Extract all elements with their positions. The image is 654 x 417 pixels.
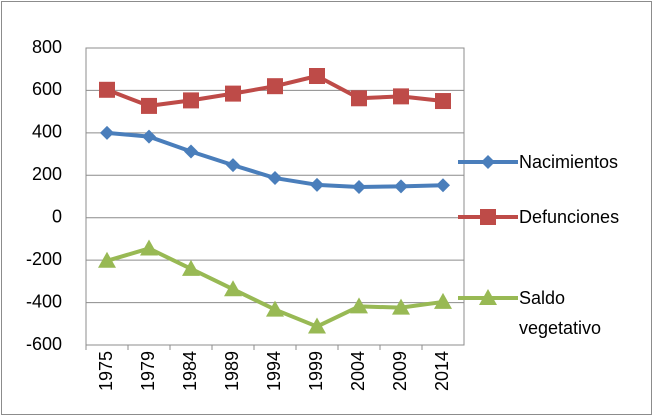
- x-tick-label: 1989: [222, 351, 242, 391]
- marker: [183, 92, 199, 109]
- marker: [268, 171, 282, 186]
- y-tick-label: 800: [32, 37, 62, 57]
- marker: [351, 90, 367, 107]
- y-tick-label: -600: [26, 334, 62, 354]
- y-tick-label: 600: [32, 79, 62, 99]
- marker: [267, 78, 283, 95]
- marker: [98, 251, 116, 268]
- marker: [393, 88, 409, 105]
- marker: [142, 129, 156, 144]
- y-tick-label: -400: [26, 291, 62, 311]
- x-tick-label: 2009: [390, 351, 410, 391]
- marker: [481, 155, 495, 169]
- x-tick-label: 1984: [180, 351, 200, 391]
- marker: [436, 178, 450, 193]
- marker: [141, 97, 157, 114]
- marker: [184, 144, 198, 159]
- y-tick-label: -200: [26, 249, 62, 269]
- marker: [394, 179, 408, 194]
- y-tick-label: 400: [32, 122, 62, 142]
- marker: [182, 259, 200, 276]
- legend-label: Nacimientos: [519, 152, 619, 172]
- marker: [309, 68, 325, 85]
- marker: [308, 317, 326, 334]
- legend-label: Defunciones: [519, 207, 620, 227]
- x-tick-label: 1994: [264, 351, 284, 391]
- marker: [225, 85, 241, 102]
- marker: [480, 209, 496, 225]
- marker: [226, 158, 240, 173]
- marker: [224, 280, 242, 297]
- x-tick-label: 2004: [348, 351, 368, 391]
- marker: [352, 179, 366, 194]
- marker: [99, 81, 115, 98]
- x-tick-label: 1999: [306, 351, 326, 391]
- legend-label: Saldo vegetativo: [519, 288, 602, 338]
- marker: [434, 292, 452, 309]
- y-tick-label: 200: [32, 164, 62, 184]
- marker: [435, 93, 451, 110]
- marker: [140, 239, 158, 256]
- marker: [479, 289, 497, 305]
- marker: [350, 297, 368, 314]
- x-tick-label: 2014: [432, 351, 452, 391]
- marker: [266, 300, 284, 317]
- y-tick-label: 0: [52, 206, 62, 226]
- x-tick-label: 1979: [138, 351, 158, 391]
- marker: [310, 177, 324, 192]
- marker: [100, 125, 114, 140]
- marker: [392, 298, 410, 315]
- x-tick-label: 1975: [96, 351, 116, 391]
